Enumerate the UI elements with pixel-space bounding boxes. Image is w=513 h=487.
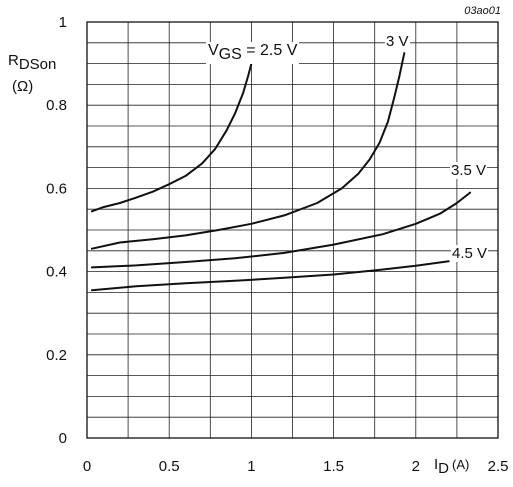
y-tick-label: 0.2 (46, 347, 67, 364)
y-tick-label: 1 (59, 14, 67, 31)
y-tick-label: 0.6 (46, 180, 67, 197)
series-label-3v5: 3.5 V (450, 162, 488, 179)
y-tick-label: 0.8 (46, 97, 67, 114)
grid-layer (87, 22, 498, 438)
x-axis-label-unit: (A) (452, 457, 470, 472)
x-tick-label: 0 (83, 458, 91, 475)
x-tick-label: 1 (247, 458, 255, 475)
vgs-subscript: GS (218, 46, 242, 63)
x-axis-label-main: I (434, 456, 439, 473)
y-axis-label: RDSon (8, 52, 56, 73)
series-line-4p5v (90, 260, 450, 292)
series-label-4v5: 4.5 V (451, 245, 489, 262)
series-line-2p5v (90, 50, 258, 213)
series-label-2v5: VGS = 2.5 V (206, 42, 300, 64)
x-tick-label: 0.5 (159, 458, 180, 475)
series-label-3v: 3 V (385, 33, 410, 50)
y-axis-unit: (Ω) (12, 78, 34, 95)
y-tick-label: 0.4 (46, 264, 67, 281)
x-tick-label: 2 (412, 458, 420, 475)
series-line-3v (90, 52, 406, 250)
y-axis-label-main: R (8, 52, 19, 69)
tick-label-layer: 0 0.2 0.4 0.6 0.8 1 0 0.5 1 1.5 2 2.5 (46, 14, 508, 475)
y-axis-label-sub: DSon (18, 56, 57, 73)
plot-frame (86, 21, 499, 439)
x-axis-label-sub: D (438, 460, 450, 477)
series-layer (90, 50, 472, 292)
series-line-3p5v (90, 191, 472, 269)
vgs-value: = 2.5 V (241, 42, 298, 59)
figure-id: 03ao01 (464, 5, 501, 17)
x-axis-label: ID (A) (434, 456, 469, 477)
y-tick-label: 0 (59, 430, 67, 447)
x-tick-label: 1.5 (323, 458, 344, 475)
x-tick-label: 2.5 (488, 458, 509, 475)
vgs-symbol: V (208, 42, 219, 59)
